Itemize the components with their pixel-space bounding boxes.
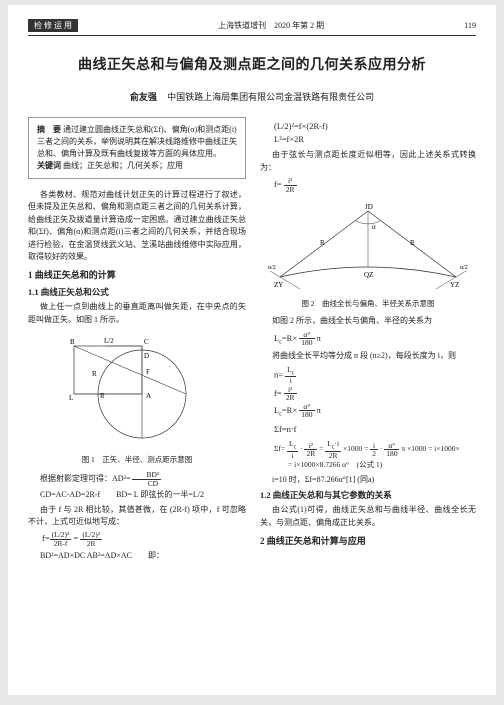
section-1-heading: 1 曲线正矢总和的计算 (28, 269, 246, 283)
svg-text:B: B (70, 338, 75, 346)
formula-f: f=(L/2)²2R-f = (L/2)²2R (42, 531, 246, 547)
p-divide: 将曲线全长平均等分成 n 段 (n≥2)，每段长度为 i，则 (260, 350, 476, 362)
page-header: 检 修 运 用 上海铁道增刊 2020 年第 2 期 119 (28, 19, 476, 36)
journal-name: 上海铁道增刊 2020 年第 2 期 (218, 20, 324, 31)
formula-block: n= Lci f= i²2R Lc=R× α°180 π Σf=n·f (274, 366, 476, 437)
svg-text:R: R (100, 392, 105, 400)
svg-text:F: F (146, 368, 150, 376)
svg-text:YZ: YZ (450, 281, 459, 289)
svg-text:R: R (320, 239, 325, 247)
left-column: 摘 要 通过建立圆曲线正矢总和(Σf)、偏角(α)和测点距(i)三者之间的关系，… (28, 117, 246, 565)
svg-text:ZY: ZY (274, 281, 283, 289)
p-1-2: 由公式(1)可得，曲线正矢总和与曲线半径、曲线全长无关，与测点距、偏角成正比关系… (260, 504, 476, 529)
svg-text:A: A (146, 392, 151, 400)
article-title: 曲线正矢总和与偏角及测点距之间的几何关系应用分析 (28, 54, 476, 74)
formula-r1: f= i²2R (274, 177, 476, 193)
figure-2-caption: 图 2 曲线全长与偏角、半径关系示意图 (260, 298, 476, 310)
section-2-heading: 2 曲线正矢总和计算与应用 (260, 535, 476, 549)
abstract-label: 摘 要 (37, 125, 61, 134)
svg-text:L: L (69, 394, 73, 402)
formula-lc: Lc=R× α°180 π (274, 331, 476, 348)
svg-text:R: R (410, 239, 415, 247)
figure-2-svg: ZY YZ QZ JD α R R α/2 α/2 (260, 199, 476, 291)
p-proj: 根据射影定理可得：AD²= BD²CD (28, 471, 246, 487)
section-1-1-heading: 1.1 曲线正矢总和公式 (28, 286, 246, 299)
p-bd: BD²=AD×DC AB²=AD×AC 即： (28, 550, 246, 562)
keywords-label: 关键词 (37, 161, 61, 170)
keywords-text: 曲线；正矢总和；几何关系；应用 (63, 161, 183, 170)
svg-text:R: R (92, 370, 97, 378)
svg-text:α/2: α/2 (460, 265, 468, 271)
section-1-2-heading: 1.2 曲线正矢总和与其它参数的关系 (260, 489, 476, 502)
svg-text:QZ: QZ (364, 271, 373, 279)
svg-text:C: C (144, 338, 149, 346)
figure-1-caption: 图 1 正矢、半径、测点距示意图 (28, 454, 246, 466)
svg-text:D: D (144, 352, 149, 360)
svg-text:α/2: α/2 (268, 265, 276, 271)
svg-text:α: α (372, 223, 376, 231)
figure-1-svg: B C D A L/2 F R R L (52, 332, 222, 447)
svg-text:JD: JD (365, 203, 373, 211)
p-yu: 由于 f 与 2R 相比较，其值甚微，在 (2R-f) 项中，f 可忽略不计，上… (28, 504, 246, 529)
section-tag: 检 修 运 用 (28, 19, 78, 32)
right-column: (L/2)²=f×(2R-f) L²=f×2R 由于弦长与测点距长度近似相等，因… (260, 117, 476, 565)
svg-text:L/2: L/2 (104, 337, 114, 345)
page-number: 119 (464, 21, 476, 30)
p-convert: 由于弦长与测点距长度近似相等，因此上述关系式转换为： (260, 149, 476, 174)
author-affiliation: 中国铁路上海局集团有限公司金温铁路有限责任公司 (167, 92, 374, 102)
abstract-text: 通过建立圆曲线正矢总和(Σf)、偏角(α)和测点距(i)三者之间的关系，举例说明… (37, 125, 237, 158)
figure-1: B C D A L/2 F R R L 图 1 正矢、半径、测点距示意图 (28, 332, 246, 465)
figure-2: ZY YZ QZ JD α R R α/2 α/2 图 2 曲线全长与偏角、半径… (260, 199, 476, 309)
p-cd: CD=AC-AD=2R-f BD= L 即弦长的一半=L/2 (28, 489, 246, 501)
two-column-layout: 摘 要 通过建立圆曲线正矢总和(Σf)、偏角(α)和测点距(i)三者之间的关系，… (28, 117, 476, 565)
p-when: i=10 时，Σf=87.266α°[1] (同a) (260, 474, 476, 486)
p-1-1: 做上任一点到曲线上的垂直距离叫做矢距，在中央点的矢距叫做正矢。如图 1 所示。 (28, 301, 246, 326)
author-line: 俞友强 中国铁路上海局集团有限公司金温铁路有限责任公司 (28, 90, 476, 103)
abstract-box: 摘 要 通过建立圆曲线正矢总和(Σf)、偏角(α)和测点距(i)三者之间的关系，… (28, 117, 246, 179)
page: 检 修 运 用 上海铁道增刊 2020 年第 2 期 119 曲线正矢总和与偏角… (8, 5, 496, 695)
author-name: 俞友强 (130, 92, 157, 102)
intro-paragraph: 各类教材、规范对曲线计划正矢的计算过程进行了叙述，但未提及正矢总和、偏角和测点距… (28, 189, 246, 263)
p-fig2: 如图 2 所示，曲线全长与偏角、半径的关系为 (260, 315, 476, 327)
formula-top: (L/2)²=f×(2R-f) L²=f×2R (274, 120, 476, 146)
formula-sigma: Σf= Lci · i²2R = Lc·i2R ×1000 = i2 · α°1… (274, 440, 476, 471)
